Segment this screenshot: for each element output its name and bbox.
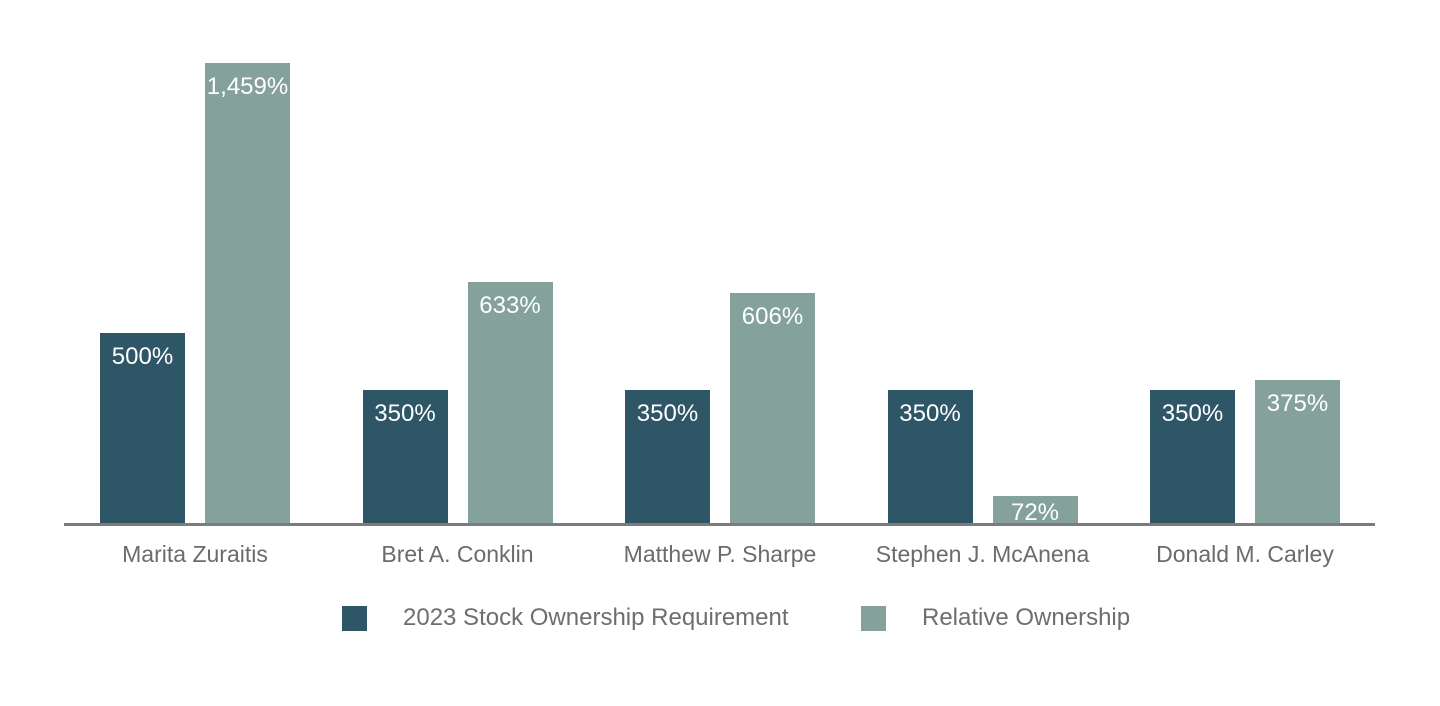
category-label-bret-a-conklin: Bret A. Conklin [381,541,534,567]
bar-2023-stock-ownership-requirement-stephen-j-mcanena: 350% [887,389,973,523]
bar-value-label: 606% [741,302,804,330]
bar-relative-ownership-marita-zuraitis: 1,459% [205,63,290,523]
category-label-marita-zuraitis: Marita Zuraitis [122,541,268,567]
bar-value-label: 350% [636,399,699,427]
bar-value-label: 633% [479,292,541,320]
legend-label-stock-ownership-requirement: 2023 Stock Ownership Requirement [403,604,789,631]
bar-value-label: 350% [374,399,436,427]
bar-relative-ownership-bret-a-conklin: 633% [467,282,553,523]
legend-label-relative-ownership: Relative Ownership [922,604,1131,631]
bar-relative-ownership-matthew-p-sharpe: 606% [730,292,815,523]
legend-item-relative-ownership: Relative Ownership [861,604,1130,632]
bar-relative-ownership-stephen-j-mcanena: 72% [992,495,1078,526]
legend-swatch-relative-ownership [861,605,886,631]
category-label-matthew-p-sharpe: Matthew P. Sharpe [623,541,817,567]
legend: 2023 Stock Ownership Requirement Relativ… [0,604,1440,634]
bar-2023-stock-ownership-requirement-bret-a-conklin: 350% [362,389,448,523]
bar-2023-stock-ownership-requirement-matthew-p-sharpe: 350% [625,389,710,523]
legend-swatch-stock-ownership-requirement [342,605,367,631]
bar-value-label: 1,459% [206,73,289,100]
plot-area: 500% 350% 350% 350% 350% 1,459% 633% 606% 72% 375… [100,63,1340,526]
category-label-stephen-j-mcanena: Stephen J. McAnena [875,541,1090,567]
bar-value-label: 350% [1161,399,1224,427]
bar-relative-ownership-donald-m-carley: 375% [1255,380,1340,523]
bar-value-label: 72% [1010,498,1060,526]
bar-value-label: 350% [899,399,961,427]
bar-value-label: 500% [111,342,174,370]
bar-2023-stock-ownership-requirement-donald-m-carley: 350% [1150,389,1235,523]
legend-item-stock-ownership-requirement: 2023 Stock Ownership Requirement [342,604,789,632]
bar-2023-stock-ownership-requirement-marita-zuraitis: 500% [100,332,185,523]
x-axis-line [64,523,1375,526]
bar-value-label: 375% [1266,390,1329,418]
category-label-donald-m-carley: Donald M. Carley [1156,541,1334,567]
